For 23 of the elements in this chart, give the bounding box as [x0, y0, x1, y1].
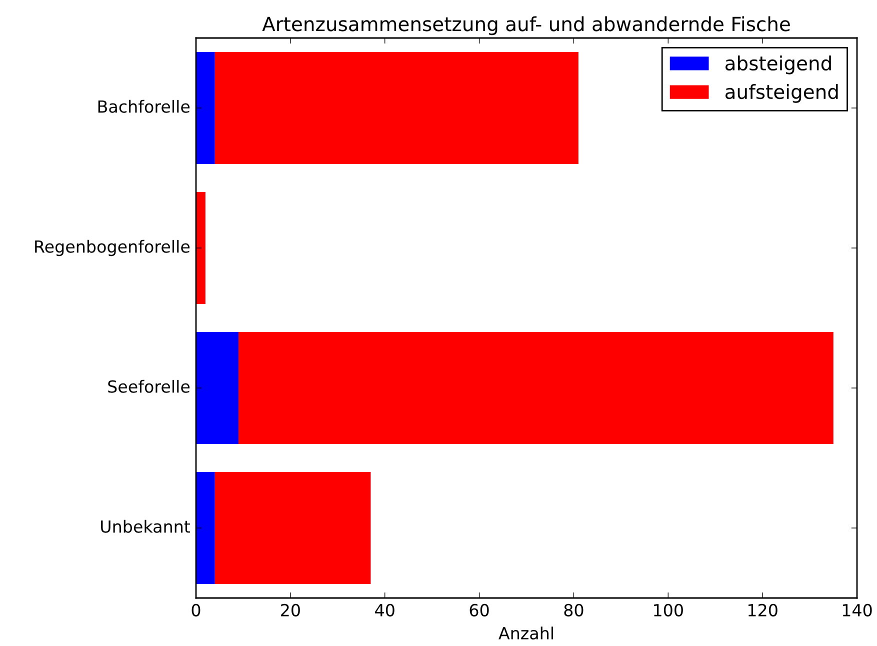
legend-label: aufsteigend	[725, 84, 838, 103]
legend-label: absteigend	[725, 56, 831, 74]
y-tick-label: Regenbogenforelle	[35, 240, 190, 256]
bar	[196, 332, 238, 444]
x-tick-label: 40	[375, 604, 394, 616]
x-tick-label: 80	[564, 604, 584, 616]
x-tick-label: 0	[192, 604, 200, 616]
bar	[196, 192, 206, 304]
x-tick-label: 100	[654, 604, 683, 616]
y-tick-label: Unbekannt	[101, 520, 190, 533]
bar	[196, 52, 215, 164]
x-tick-label: 140	[842, 604, 872, 616]
x-tick-label: 60	[470, 604, 489, 616]
chart-title: Artenzusammensetzung auf- und abwandernde Fische	[262, 16, 790, 36]
bar	[238, 332, 834, 444]
x-tick-label: 20	[281, 604, 300, 616]
bar	[196, 472, 215, 584]
x-axis-title: Anzahl	[498, 626, 553, 640]
y-tick-label: Seeforelle	[108, 380, 190, 393]
x-tick-label: 120	[748, 604, 778, 616]
bar	[214, 52, 578, 164]
bar	[214, 472, 371, 584]
y-tick-label: Bachforelle	[98, 100, 190, 113]
